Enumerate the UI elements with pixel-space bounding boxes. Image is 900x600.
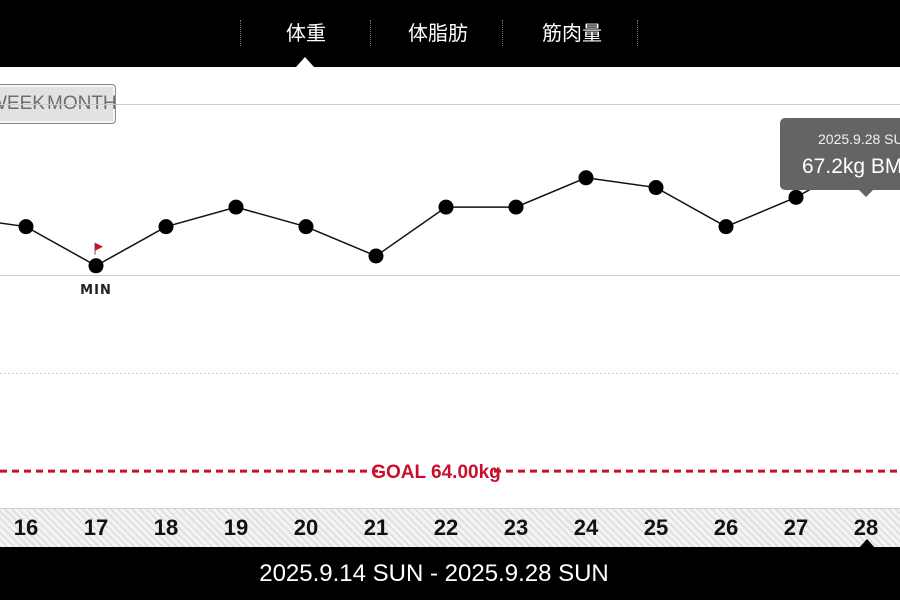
tab-divider: [240, 20, 241, 46]
x-tick-label[interactable]: 18: [153, 515, 179, 540]
x-tick-label[interactable]: 19: [223, 515, 249, 540]
x-tick-label[interactable]: 17: [83, 515, 109, 540]
selected-day-indicator: [859, 539, 875, 548]
tab-weight[interactable]: 体重: [286, 21, 326, 45]
data-point: [368, 248, 384, 264]
weight-series-line: [0, 157, 867, 267]
period-option-month[interactable]: MONTH: [47, 93, 116, 114]
data-point: [788, 189, 804, 205]
x-tick-label[interactable]: 16: [13, 515, 39, 540]
min-label: MIN: [80, 283, 112, 298]
date-range-label: 2025.9.14 SUN - 2025.9.28 SUN: [259, 560, 609, 587]
data-point: [438, 199, 454, 215]
data-point: [18, 219, 34, 235]
x-tick-label[interactable]: 28: [853, 515, 879, 540]
data-point: [298, 219, 314, 235]
x-tick-label[interactable]: 27: [783, 515, 809, 540]
weight-line-chart: GOAL 64.00kgMINMAX: [0, 103, 900, 483]
x-tick-label[interactable]: 24: [573, 515, 599, 540]
data-point: [158, 219, 174, 235]
tab-body-fat[interactable]: 体脂肪: [408, 21, 468, 45]
tab-divider: [502, 20, 503, 46]
tooltip-pointer: [858, 189, 874, 197]
x-tick-label[interactable]: 26: [713, 515, 739, 540]
data-point: [228, 199, 244, 215]
tab-muscle-mass[interactable]: 筋肉量: [542, 21, 602, 45]
tab-divider: [637, 20, 638, 46]
x-axis-band: 16 17 18 19 20 21 22 23 24 25 26 27 28: [0, 508, 900, 548]
date-range-footer: 2025.9.14 SUN - 2025.9.28 SUN: [0, 547, 900, 600]
x-tick-label[interactable]: 23: [503, 515, 529, 540]
tooltip-date: 2025.9.28 SUN: [818, 131, 900, 147]
goal-label: GOAL 64.00kg: [371, 462, 501, 483]
tooltip-value: 67.2kg BMI 2: [802, 155, 900, 178]
x-tick-label[interactable]: 20: [293, 515, 319, 540]
data-point-tooltip: 2025.9.28 SUN 67.2kg BMI 2: [780, 118, 900, 190]
min-flag-icon: [95, 242, 103, 251]
data-point: [508, 199, 524, 215]
period-option-week[interactable]: WEEK: [0, 93, 45, 114]
x-tick-label[interactable]: 22: [433, 515, 459, 540]
data-point: [578, 170, 594, 186]
metric-tab-bar: 体重 体脂肪 筋肉量: [0, 0, 900, 67]
active-tab-indicator: [296, 57, 314, 67]
data-point: [648, 180, 664, 196]
data-point: [88, 258, 104, 274]
tab-divider: [370, 20, 371, 46]
x-tick-label[interactable]: 21: [363, 515, 389, 540]
data-point: [718, 219, 734, 235]
x-tick-label[interactable]: 25: [643, 515, 669, 540]
